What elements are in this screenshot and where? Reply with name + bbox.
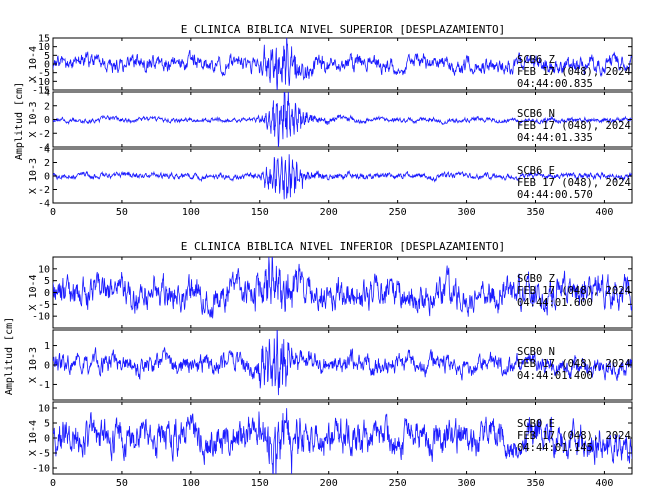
y-tick-label: -1	[38, 380, 50, 391]
x-tick-label: 200	[320, 207, 338, 218]
panel-inferior-z-info-line: SCB0 Z	[517, 273, 555, 285]
panel-inferior-e-info-line: 04:44:01.145	[517, 442, 593, 454]
panel-inferior-z-info-line: 04:44:01.600	[517, 297, 593, 309]
y-tick-label: -4	[38, 143, 50, 154]
y-tick-label: 10	[38, 42, 50, 53]
panel-superior-z-waveform	[53, 38, 632, 90]
y-tick-label: 5	[44, 51, 50, 62]
panel-inferior-e-scale-label: X 10-4	[28, 420, 39, 456]
x-tick-label: 150	[251, 478, 269, 489]
panel-superior-z-info-line: 04:44:00.835	[517, 78, 593, 90]
group-superior: E CLINICA BIBLICA NIVEL SUPERIOR [DESPLA…	[14, 23, 633, 218]
panel-superior-n-scale-label: X 10-3	[28, 101, 39, 137]
y-tick-label: 4	[44, 145, 50, 156]
panel-inferior-e-waveform	[53, 408, 632, 474]
x-tick-label: 400	[595, 207, 613, 218]
y-tick-label: -4	[38, 199, 50, 210]
panel-superior-e-info-line: 04:44:00.570	[517, 189, 593, 201]
panel-inferior-z-waveform	[53, 257, 632, 319]
y-tick-label: -5	[38, 300, 50, 311]
panel-superior-e-scale-label: X 10-3	[28, 158, 39, 194]
panel-inferior-n-info-line: SCB0 N	[517, 346, 555, 358]
x-tick-label: 300	[458, 478, 476, 489]
group-superior-ylabel: Amplitud [cm]	[14, 82, 25, 160]
y-tick-label: 0	[44, 172, 50, 183]
panel-inferior-z-info-line: FEB 17 (048), 2024	[517, 285, 631, 297]
panel-superior-e-info-line: FEB 17 (048), 2024	[517, 177, 631, 189]
y-tick-label: -10	[32, 464, 50, 475]
y-tick-label: 0	[44, 361, 50, 372]
x-tick-label: 250	[389, 207, 407, 218]
y-tick-label: 5	[44, 276, 50, 287]
y-tick-label: 0	[44, 60, 50, 71]
panel-superior-n-info-line: SCB6 N	[517, 108, 555, 120]
panel-superior-z-info-line: SCB6 Z	[517, 54, 555, 66]
group-inferior-title: E CLINICA BIBLICA NIVEL INFERIOR [DESPLA…	[181, 240, 506, 253]
group-inferior-ylabel: Amplitud [cm]	[4, 317, 15, 395]
x-tick-label: 350	[526, 207, 544, 218]
y-tick-label: -2	[38, 129, 50, 140]
y-tick-label: -5	[38, 68, 50, 79]
x-tick-label: 100	[182, 478, 200, 489]
y-tick-label: 1	[44, 341, 50, 352]
y-tick-label: 10	[38, 264, 50, 275]
x-tick-label: 150	[251, 207, 269, 218]
panel-superior-z-scale-label: X 10-4	[28, 46, 39, 82]
panel-inferior-n-waveform	[53, 330, 632, 396]
y-tick-label: 0	[44, 288, 50, 299]
y-tick-label: 2	[44, 158, 50, 169]
panel-inferior-n-info-line: 04:44:01.400	[517, 370, 593, 382]
panel-inferior-e-info-line: SCB0 E	[517, 418, 555, 430]
panel-inferior-z-scale-label: X 10-4	[28, 274, 39, 310]
x-tick-label: 50	[116, 478, 128, 489]
x-tick-label: 200	[320, 478, 338, 489]
y-tick-label: 0	[44, 115, 50, 126]
x-tick-label: 300	[458, 207, 476, 218]
panel-superior-e-info-line: SCB6 E	[517, 165, 555, 177]
panel-superior-n-waveform	[53, 92, 632, 147]
x-tick-label: 50	[116, 207, 128, 218]
y-tick-label: 15	[38, 34, 50, 45]
panel-superior-n-info-line: 04:44:01.335	[517, 132, 593, 144]
x-tick-label: 100	[182, 207, 200, 218]
y-tick-label: 2	[44, 101, 50, 112]
y-tick-label: -5	[38, 449, 50, 460]
y-tick-label: -15	[32, 86, 50, 97]
y-tick-label: 0	[44, 434, 50, 445]
y-tick-label: 10	[38, 404, 50, 415]
panel-superior-e-waveform	[53, 154, 632, 200]
panel-inferior-e-info-line: FEB 17 (048), 2024	[517, 430, 631, 442]
y-tick-label: 4	[44, 88, 50, 99]
x-tick-label: 400	[595, 478, 613, 489]
y-tick-label: -10	[32, 77, 50, 88]
x-tick-label: 0	[50, 478, 56, 489]
panel-inferior-n-scale-label: X 10-3	[28, 347, 39, 383]
group-superior-title: E CLINICA BIBLICA NIVEL SUPERIOR [DESPLA…	[181, 23, 506, 36]
y-tick-label: 5	[44, 419, 50, 430]
y-tick-label: -2	[38, 185, 50, 196]
panel-inferior-n-info-line: FEB 17 (048), 2024	[517, 358, 631, 370]
x-tick-label: 250	[389, 478, 407, 489]
panel-superior-z-info-line: FEB 17 (048), 2024	[517, 66, 631, 78]
group-inferior: E CLINICA BIBLICA NIVEL INFERIOR [DESPLA…	[4, 240, 633, 489]
x-tick-label: 0	[50, 207, 56, 218]
panel-superior-n-info-line: FEB 17 (048), 2024	[517, 120, 631, 132]
y-tick-label: -10	[32, 312, 50, 323]
x-tick-label: 350	[526, 478, 544, 489]
